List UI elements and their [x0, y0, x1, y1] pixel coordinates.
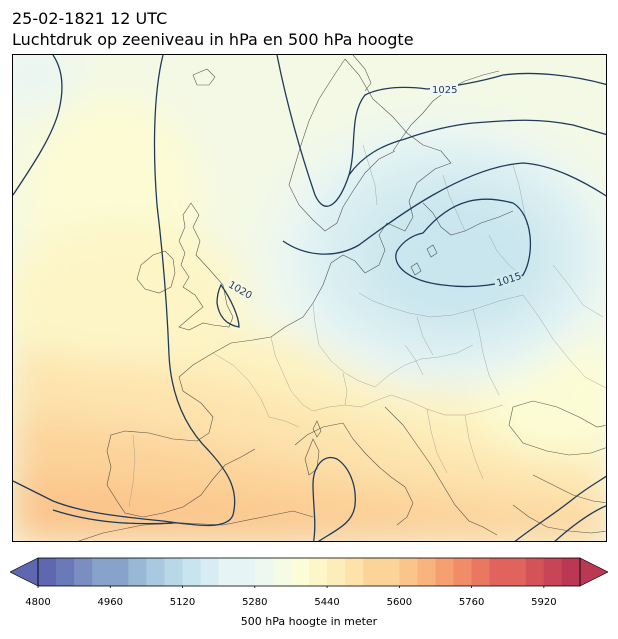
- colorbar-cell: [435, 558, 455, 586]
- colorbar-cell: [417, 558, 436, 586]
- colorbar-cell: [561, 558, 581, 586]
- weather-map-canvas: 1025 1020 1015: [13, 55, 606, 541]
- weather-map: 1025 1020 1015: [12, 54, 607, 542]
- colorbar-cell: [146, 558, 165, 586]
- map-title-date: 25-02-1821 12 UTC: [12, 9, 168, 28]
- isobars: [13, 55, 606, 541]
- colorbar-cell: [290, 558, 310, 586]
- coastlines: [78, 55, 606, 541]
- colorbar-cell: [218, 558, 238, 586]
- colorbar-tick-label: 5120: [169, 597, 196, 608]
- isobar-label-1025: 1025: [432, 85, 457, 96]
- colorbar-cell: [236, 558, 256, 586]
- colorbar-cell: [128, 558, 147, 586]
- colorbar-extend-high: [579, 557, 608, 587]
- colorbar-cell: [200, 558, 220, 586]
- colorbar-cell: [381, 558, 400, 586]
- country-borders: [128, 144, 606, 508]
- colorbar-tick-label: 4800: [25, 597, 51, 608]
- colorbar-cells: [38, 558, 581, 586]
- colorbar-tick-label: 5440: [314, 597, 340, 608]
- colorbar-tick-label: 5920: [531, 597, 557, 608]
- colorbar-cell: [453, 558, 473, 586]
- colorbar-tick-marks: [37, 586, 545, 588]
- colorbar-cell: [507, 558, 527, 586]
- colorbar-tick-label: 5600: [386, 597, 413, 608]
- colorbar-extend-low: [10, 557, 39, 587]
- colorbar-cell: [272, 558, 292, 586]
- colorbar-tick-label: 5280: [242, 597, 268, 608]
- colorbar-cell: [38, 558, 57, 586]
- colorbar-tick-label: 4960: [97, 597, 123, 608]
- colorbar-cell: [182, 558, 202, 586]
- colorbar-label: 500 hPa hoogte in meter: [240, 615, 378, 628]
- colorbar-cell: [363, 558, 382, 586]
- colorbar-cell: [309, 558, 328, 586]
- colorbar-cell: [110, 558, 129, 586]
- colorbar-cell: [543, 558, 563, 586]
- colorbar-cell: [56, 558, 75, 586]
- colorbar-cell: [525, 558, 545, 586]
- map-title-description: Luchtdruk op zeeniveau in hPa en 500 hPa…: [12, 30, 414, 49]
- height-field: [13, 55, 606, 541]
- colorbar: [10, 557, 608, 588]
- colorbar-cell: [74, 558, 93, 586]
- colorbar-cell: [471, 558, 491, 586]
- colorbar-cell: [254, 558, 274, 586]
- colorbar-tick-label: 5760: [458, 597, 485, 608]
- colorbar-cell: [164, 558, 184, 586]
- colorbar-frame: [37, 557, 581, 587]
- colorbar-cell: [92, 558, 111, 586]
- colorbar-cell: [345, 558, 364, 586]
- colorbar-cell: [399, 558, 418, 586]
- colorbar-cell: [489, 558, 509, 586]
- colorbar-cell: [327, 558, 346, 586]
